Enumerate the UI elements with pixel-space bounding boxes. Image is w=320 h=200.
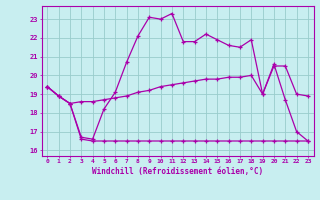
X-axis label: Windchill (Refroidissement éolien,°C): Windchill (Refroidissement éolien,°C): [92, 167, 263, 176]
